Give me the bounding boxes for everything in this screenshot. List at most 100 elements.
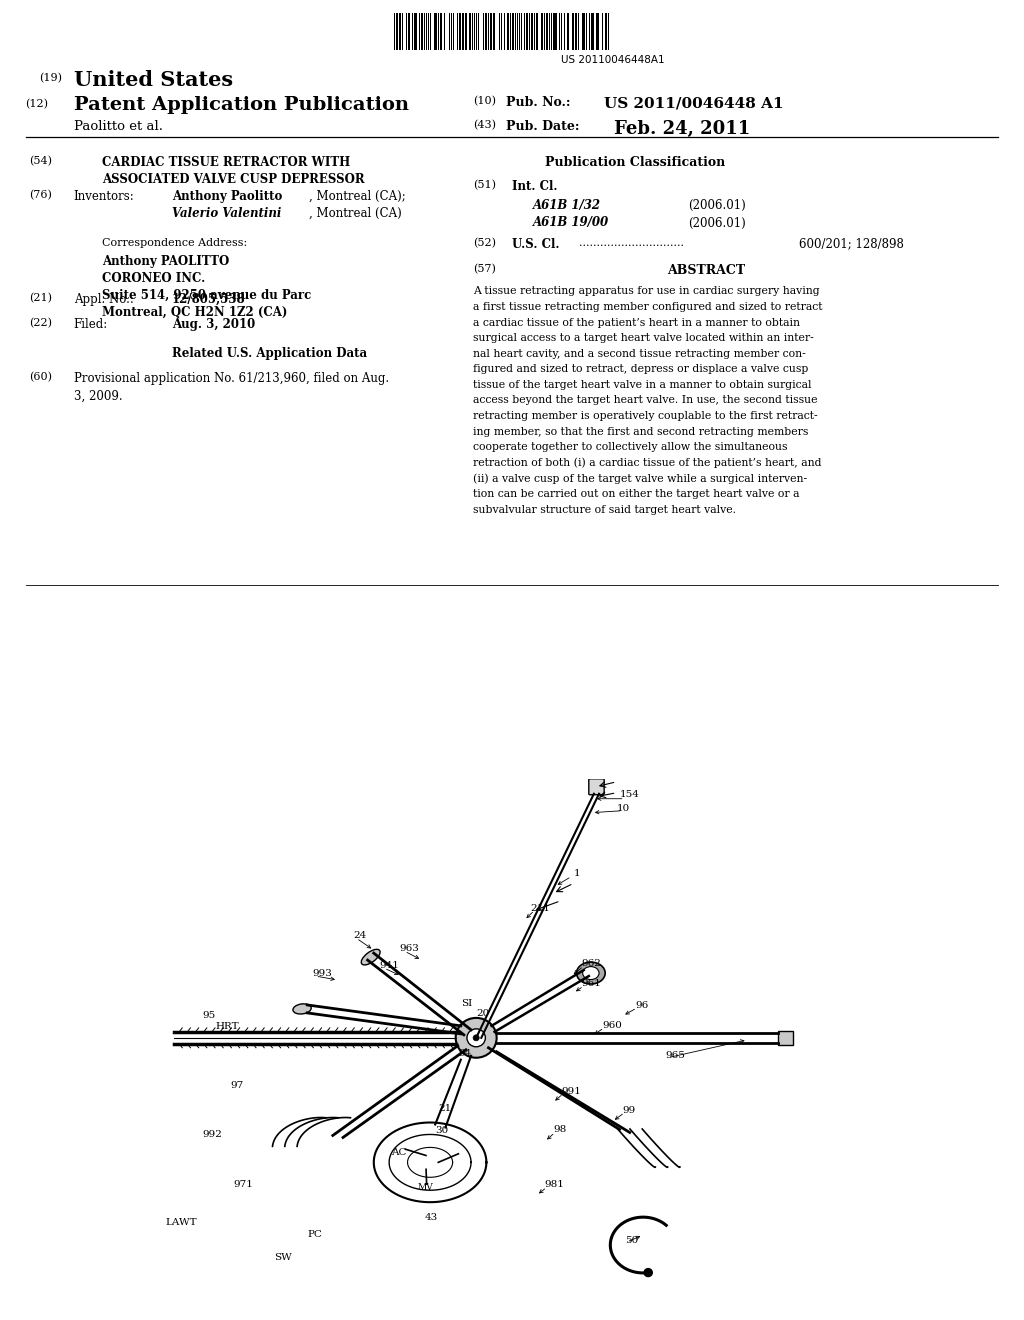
Text: 971: 971 [233, 1180, 253, 1189]
Text: ABSTRACT: ABSTRACT [668, 264, 745, 277]
Bar [459, 13, 461, 50]
Bar [554, 13, 556, 50]
Text: 30: 30 [435, 1126, 449, 1135]
Text: U.S. Cl.: U.S. Cl. [512, 238, 559, 251]
Text: (76): (76) [29, 190, 51, 201]
Bar [452, 13, 453, 50]
Bar [521, 13, 522, 50]
Bar [507, 13, 509, 50]
Text: 10: 10 [616, 804, 630, 813]
Text: (43): (43) [473, 120, 496, 131]
Text: (2006.01): (2006.01) [688, 216, 745, 230]
Text: Publication Classification: Publication Classification [545, 156, 725, 169]
Text: 21: 21 [438, 1104, 452, 1113]
Circle shape [473, 1035, 479, 1040]
Text: 600/201; 128/898: 600/201; 128/898 [799, 238, 903, 251]
Text: 99: 99 [623, 1106, 636, 1114]
Bar [567, 13, 569, 50]
Text: Filed:: Filed: [74, 318, 108, 331]
Bar [531, 13, 532, 50]
Bar [469, 13, 471, 50]
Text: Provisional application No. 61/213,960, filed on Aug.: Provisional application No. 61/213,960, … [74, 372, 389, 385]
Bar [454, 13, 455, 50]
Text: 981: 981 [545, 1180, 564, 1189]
Text: 965: 965 [666, 1051, 685, 1060]
Bar [593, 13, 594, 50]
Text: 993: 993 [312, 969, 332, 978]
Text: Anthony PAOLITTO: Anthony PAOLITTO [102, 255, 229, 268]
Text: tissue of the target heart valve in a manner to obtain surgical: tissue of the target heart valve in a ma… [473, 380, 812, 389]
Text: subvalvular structure of said target heart valve.: subvalvular structure of said target hea… [473, 504, 736, 515]
Text: a cardiac tissue of the patient’s heart in a manner to obtain: a cardiac tissue of the patient’s heart … [473, 318, 800, 327]
Text: (ii) a valve cusp of the target valve while a surgical interven-: (ii) a valve cusp of the target valve wh… [473, 474, 807, 484]
Circle shape [467, 1028, 485, 1047]
Circle shape [644, 1269, 652, 1276]
Text: SI: SI [461, 999, 472, 1008]
Text: 963: 963 [399, 944, 419, 953]
Bar [396, 13, 397, 50]
Text: CORONEO INC.: CORONEO INC. [102, 272, 206, 285]
Bar [399, 13, 401, 50]
Bar [544, 13, 545, 50]
Text: a first tissue retracting member configured and sized to retract: a first tissue retracting member configu… [473, 302, 822, 312]
Bar [406, 13, 407, 50]
Bar [494, 13, 495, 50]
Bar [597, 13, 599, 50]
Bar [584, 13, 586, 50]
Text: Related U.S. Application Data: Related U.S. Application Data [172, 347, 368, 360]
Bar [439, 13, 440, 50]
Text: AC: AC [391, 1148, 407, 1158]
Text: 960: 960 [602, 1020, 622, 1030]
Bar [586, 13, 587, 50]
Bar [438, 13, 439, 50]
Bar [534, 13, 535, 50]
Text: Aug. 3, 2010: Aug. 3, 2010 [172, 318, 255, 331]
Text: 97: 97 [230, 1081, 244, 1089]
Ellipse shape [577, 962, 605, 983]
Text: 24: 24 [353, 931, 367, 940]
Bar [465, 13, 467, 50]
Text: 50: 50 [625, 1236, 638, 1245]
Text: ..............................: .............................. [579, 238, 684, 248]
Bar [414, 13, 416, 50]
Bar [574, 13, 577, 50]
Text: Suite 514, 9250 avenue du Parc: Suite 514, 9250 avenue du Parc [102, 289, 311, 302]
Text: 94: 94 [459, 1049, 472, 1057]
Bar [591, 13, 592, 50]
Text: CARDIAC TISSUE RETRACTOR WITH: CARDIAC TISSUE RETRACTOR WITH [102, 156, 350, 169]
Text: PC: PC [307, 1230, 323, 1239]
Text: Int. Cl.: Int. Cl. [512, 180, 557, 193]
Text: Feb. 24, 2011: Feb. 24, 2011 [614, 120, 751, 139]
Bar [464, 13, 465, 50]
Circle shape [456, 1018, 497, 1057]
Text: 43: 43 [425, 1213, 438, 1222]
Text: 941: 941 [379, 961, 398, 970]
Text: US 20110046448A1: US 20110046448A1 [560, 55, 665, 66]
Text: (19): (19) [39, 73, 61, 83]
Text: 154: 154 [620, 789, 639, 799]
Text: 96: 96 [635, 1001, 648, 1010]
Bar [501, 13, 503, 50]
Bar [560, 13, 561, 50]
Bar [547, 13, 548, 50]
Bar [482, 13, 483, 50]
Bar [485, 13, 486, 50]
Text: Valerio Valentini: Valerio Valentini [172, 207, 282, 220]
Bar [402, 13, 403, 50]
Text: surgical access to a target heart valve located within an inter-: surgical access to a target heart valve … [473, 333, 814, 343]
Text: US 2011/0046448 A1: US 2011/0046448 A1 [604, 96, 783, 111]
Text: 962: 962 [582, 960, 601, 968]
Bar [519, 13, 520, 50]
Bar [512, 13, 514, 50]
Text: 1: 1 [573, 870, 580, 878]
Text: , Montreal (CA): , Montreal (CA) [309, 207, 402, 220]
Bar [537, 13, 539, 50]
Bar [564, 13, 565, 50]
Bar [443, 13, 444, 50]
Bar [450, 13, 451, 50]
Bar [541, 13, 543, 50]
Text: MV: MV [418, 1183, 433, 1192]
Text: A61B 1/32: A61B 1/32 [532, 199, 600, 213]
Bar [434, 13, 435, 50]
Text: United States: United States [74, 70, 232, 90]
